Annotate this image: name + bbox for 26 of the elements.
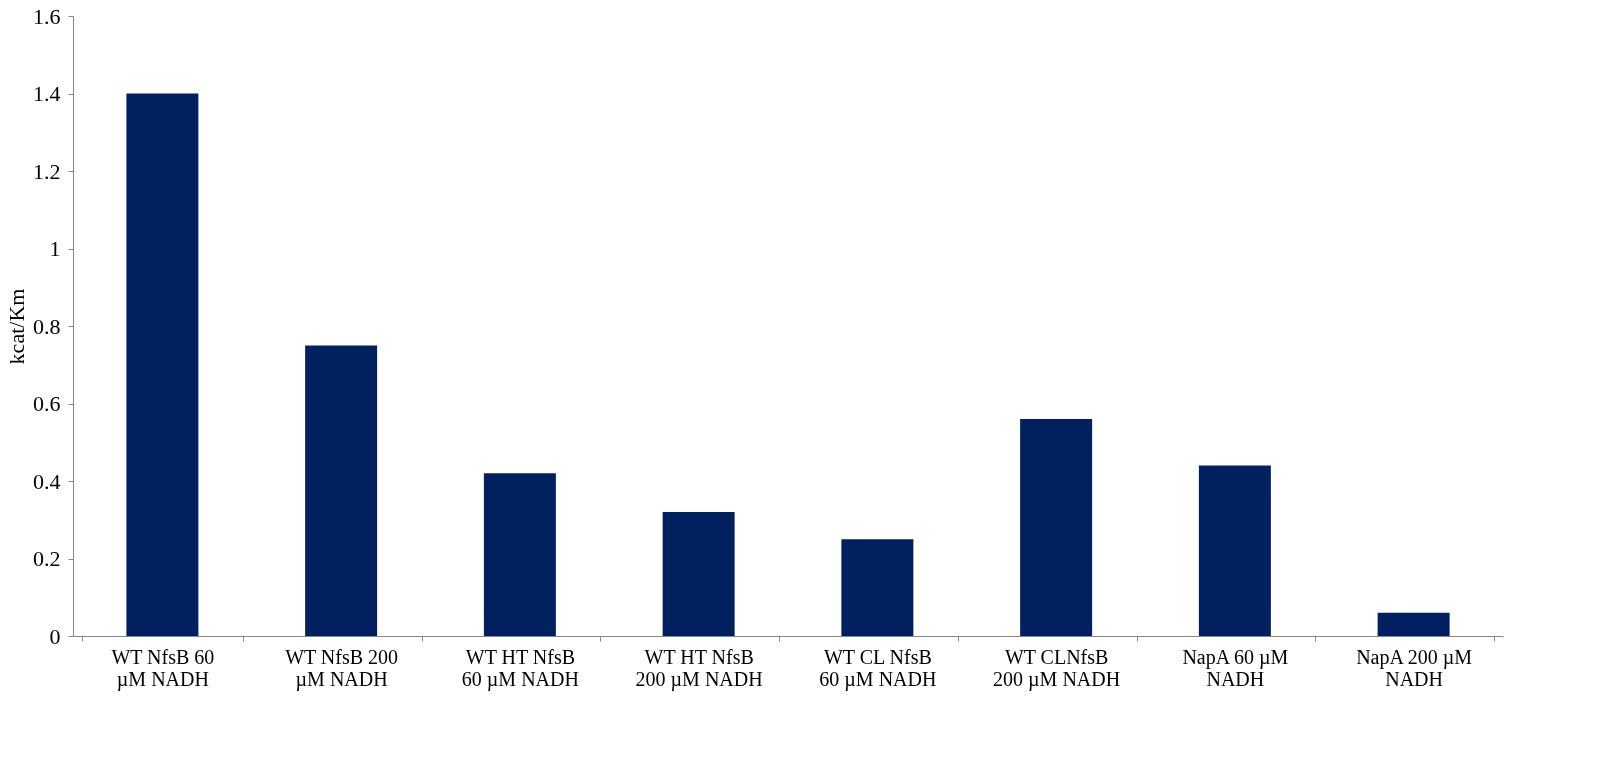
bar	[483, 473, 556, 636]
y-tick-label: 0.4	[33, 468, 61, 494]
bar	[841, 539, 914, 636]
bar	[126, 93, 199, 636]
y-tick-label: 0.8	[33, 313, 61, 339]
y-tick-label: 1	[49, 236, 61, 261]
y-tick-label: 1.4	[33, 81, 61, 106]
y-tick-label: 1.2	[33, 158, 61, 184]
x-tick-label: WT HT NfsB 200 µM NADH	[635, 645, 763, 691]
x-tick-label: WT NfsB 200 µM NADH	[285, 645, 399, 691]
x-tick-label: NapA 60 µM NADH	[1182, 645, 1289, 690]
y-tick-label: 0.6	[33, 391, 61, 416]
y-axis-title: kcat/Km	[4, 288, 29, 365]
y-tick-label: 0.2	[33, 546, 61, 571]
x-tick-label: WT HT NfsB 60 µM NADH	[461, 645, 579, 691]
bar	[1377, 612, 1450, 636]
x-tick-label: WT NfsB 60 µM NADH	[111, 645, 215, 691]
y-tick-label: 1.6	[33, 3, 61, 29]
y-tick-label: 0	[49, 623, 61, 649]
bar	[305, 345, 378, 636]
bar	[1198, 465, 1271, 636]
x-tick-label: WT CL NfsB 60 µM NADH	[819, 645, 937, 691]
x-tick-label: NapA 200 µM NADH	[1356, 645, 1473, 690]
bar	[662, 512, 735, 636]
bar	[1020, 419, 1093, 636]
x-tick-label: WT CLNfsB 200 µM NADH	[993, 645, 1121, 691]
